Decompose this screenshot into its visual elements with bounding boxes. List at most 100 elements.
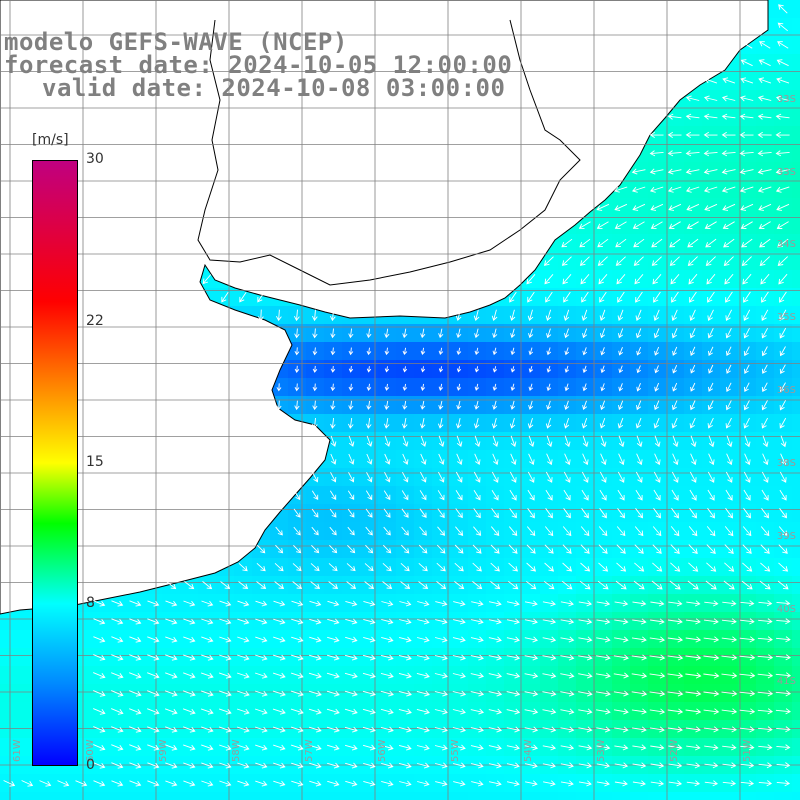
wind-arrow [506,654,521,661]
wind-arrow [686,600,701,607]
speed-cell [252,792,271,800]
wind-arrow [703,672,720,679]
wind-arrow [454,544,464,554]
wind-arrow [398,744,412,751]
wind-arrow [366,453,373,465]
speed-cell [792,144,800,163]
speed-cell [540,792,559,800]
speed-cell [792,234,800,253]
wind-arrow [310,563,320,572]
wind-arrow [777,580,789,590]
colorbar-legend: [m/s] 30 22 15 8 0 [0,126,120,776]
wind-arrow [760,562,771,572]
wind-arrow [654,346,660,356]
wind-arrow [290,654,304,661]
wind-arrow [707,507,716,519]
wind-arrow [707,400,714,411]
wind-arrow [762,453,769,466]
wind-arrow [649,168,664,175]
wind-arrow [667,168,682,175]
wind-arrow [740,780,755,787]
wind-arrow [276,400,282,411]
wind-arrow [311,309,318,322]
wind-arrow [437,526,446,536]
wind-arrow [613,186,628,193]
wind-arrow [649,690,666,697]
wind-arrow [596,762,611,769]
wind-arrow [507,600,520,607]
wind-arrow [758,744,773,751]
wind-arrow [506,636,520,643]
wind-arrow [600,400,606,411]
wind-arrow [598,544,608,554]
wind-arrow [706,273,716,285]
wind-arrow [776,600,791,607]
wind-arrow [542,618,557,625]
wind-arrow [599,417,606,429]
speed-cell [792,36,800,55]
latitude-label: 34S [777,239,796,250]
wind-arrow [129,762,142,769]
wind-arrow [401,526,409,536]
latitude-label: 39S [777,531,796,542]
wind-arrow [509,309,516,322]
wind-arrow [649,672,666,679]
wind-arrow [508,562,519,572]
wind-arrow [582,453,589,466]
wind-arrow [760,273,770,285]
wind-arrow [542,654,557,661]
wind-arrow [201,744,214,751]
wind-arrow [703,131,718,138]
wind-arrow [257,291,265,303]
wind-arrow [420,400,426,410]
wind-arrow [739,654,756,661]
wind-arrow [596,726,611,733]
wind-arrow [543,256,554,266]
speed-cell [18,792,37,800]
wind-arrow [722,203,736,211]
wind-arrow [509,417,516,429]
wind-arrow [308,744,322,751]
wind-arrow [364,581,375,590]
wind-arrow [562,562,573,572]
wind-arrow [510,453,517,465]
wind-arrow [256,562,266,572]
longitude-label: 60W [85,739,96,762]
wind-arrow [546,435,553,448]
wind-arrow [402,400,408,410]
speed-cell [792,720,800,739]
wind-arrow [362,708,376,715]
wind-arrow [632,762,647,769]
wind-arrow [93,654,106,661]
wind-arrow [636,435,643,448]
speed-cell [648,792,667,800]
speed-cell [792,306,800,325]
speed-cell [144,792,163,800]
wind-arrow [703,690,720,697]
wind-arrow [721,618,737,625]
wind-arrow [689,471,697,483]
wind-arrow [743,382,750,393]
wind-arrow [560,636,575,643]
wind-arrow [147,690,160,697]
wind-arrow [365,417,372,429]
wind-arrow [165,654,178,661]
wind-arrow [164,690,178,697]
wind-arrow [363,780,376,787]
wind-arrow [704,221,717,229]
wind-arrow [381,600,394,607]
speed-cell [468,792,487,800]
wind-arrow [776,59,789,67]
wind-arrow [525,780,538,787]
wind-arrow [93,618,106,625]
wind-arrow [380,690,394,697]
wind-arrow [383,526,391,536]
wind-arrow [438,435,445,447]
wind-arrow [743,309,751,321]
wind-arrow [237,654,250,661]
speed-cell [792,216,800,235]
wind-arrow [384,471,391,483]
wind-arrow [474,435,481,447]
wind-arrow [740,618,755,625]
wind-arrow [580,544,590,554]
